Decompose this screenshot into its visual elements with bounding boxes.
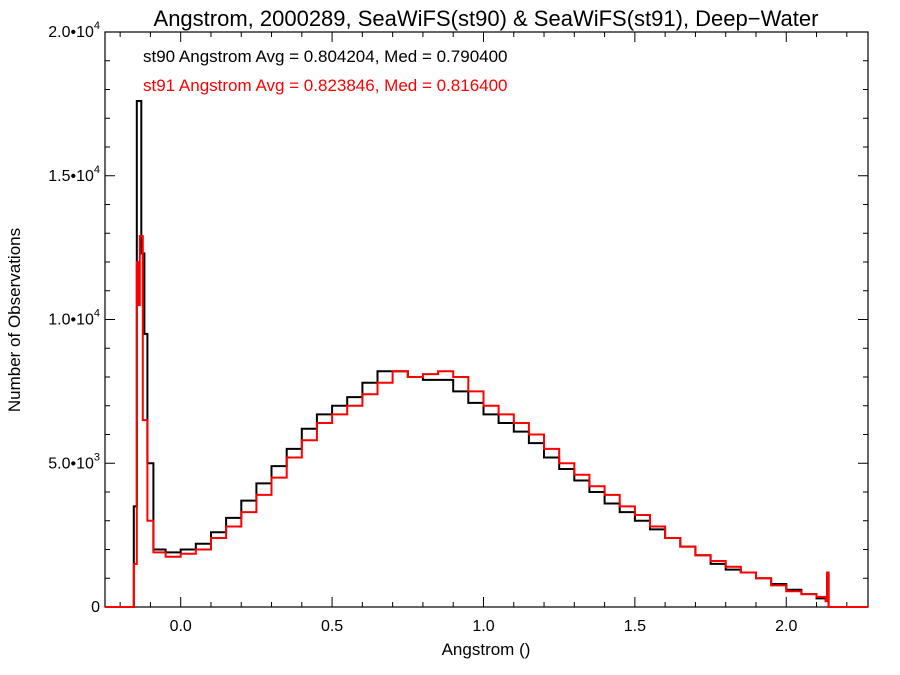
- x-tick-label: 2.0: [775, 618, 797, 635]
- annotation-st91: st91 Angstrom Avg = 0.823846, Med = 0.81…: [143, 76, 508, 95]
- annotation-st90: st90 Angstrom Avg = 0.804204, Med = 0.79…: [143, 47, 508, 66]
- plot-frame: [104, 31, 869, 608]
- y-tick-label: 1.0•104: [48, 308, 100, 329]
- y-tick-exponent: 4: [94, 308, 100, 320]
- series-group: [105, 100, 868, 608]
- y-tick-exponent: 4: [94, 164, 100, 176]
- y-tick-label: 5.0•103: [48, 451, 100, 472]
- y-tick-mantissa: 5.0•10: [48, 455, 94, 472]
- y-tick-exponent: 4: [94, 20, 100, 32]
- chart-title: Angstrom, 2000289, SeaWiFS(st90) & SeaWi…: [154, 6, 819, 31]
- y-tick-label: 0: [91, 599, 100, 616]
- annotations: st90 Angstrom Avg = 0.804204, Med = 0.79…: [143, 47, 508, 95]
- x-tick-label: 0.5: [321, 618, 343, 635]
- y-tick-mantissa: 1.5•10: [48, 168, 94, 185]
- series-line-st91: [105, 235, 868, 608]
- y-axis-label: Number of Observations: [5, 228, 24, 412]
- plot-border: [104, 31, 869, 608]
- y-tick-mantissa: 1.0•10: [48, 312, 94, 329]
- x-axis-label: Angstrom (): [442, 640, 531, 659]
- y-tick-label: 1.5•104: [48, 164, 100, 185]
- y-tick-mantissa: 0: [91, 599, 100, 616]
- x-tick-label: 1.5: [624, 618, 646, 635]
- x-axis: 0.0 0.5 1.0 1.5 2.0: [119, 32, 848, 635]
- y-tick-label: 2.0•104: [48, 20, 100, 41]
- x-tick-label: 0.0: [170, 618, 192, 635]
- y-tick-exponent: 3: [94, 451, 100, 463]
- y-tick-mantissa: 2.0•10: [48, 24, 94, 41]
- x-tick-label: 1.0: [472, 618, 494, 635]
- series-line-st90: [105, 100, 868, 608]
